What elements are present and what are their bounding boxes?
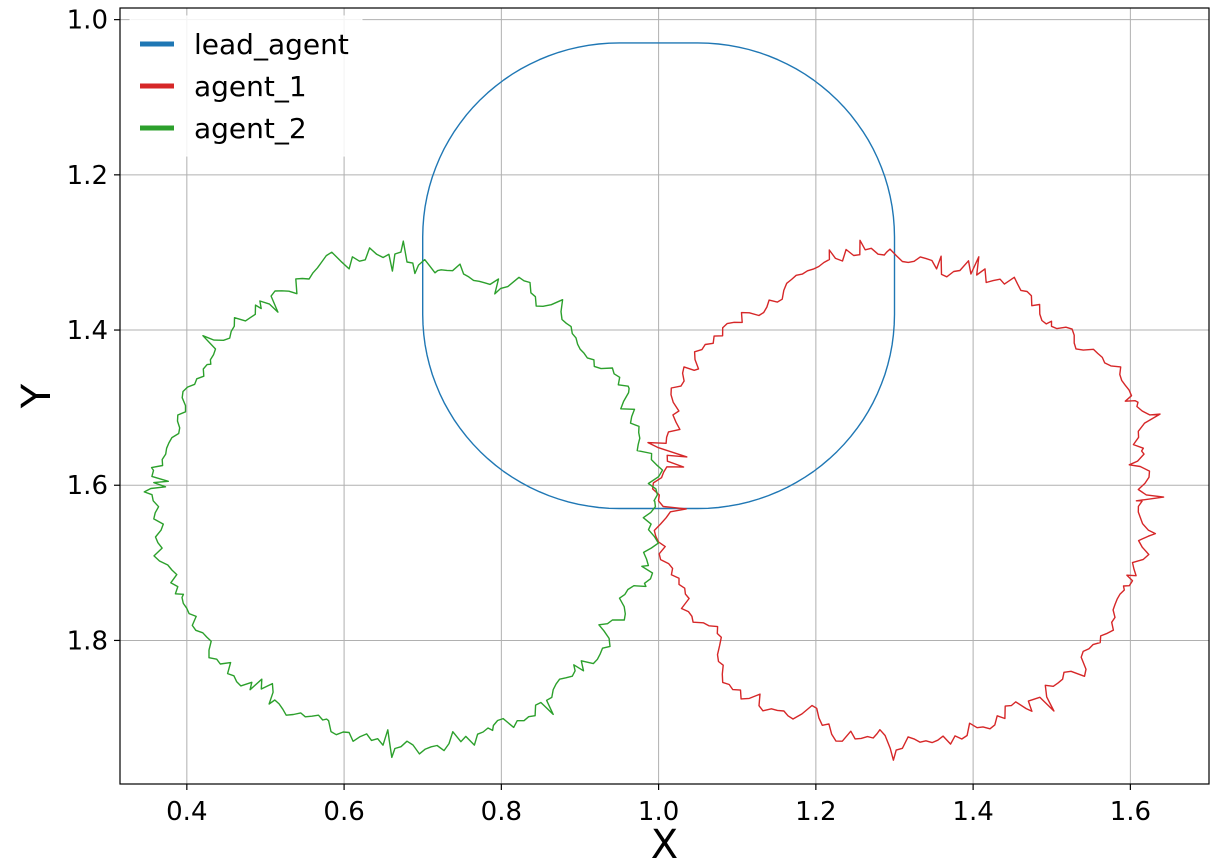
series-line-agent_1 xyxy=(647,239,1165,761)
axis-ticks: 0.4 0.6 0.8 1.0 1.2 1.4 1.6 1.0 1.2 1.4 1.6 1.8 xyxy=(67,6,1151,827)
legend-box xyxy=(129,15,363,157)
series-line-agent_2 xyxy=(143,240,664,759)
legend-label-lead_agent: lead_agent xyxy=(194,28,349,61)
y-tick-label: 1.0 xyxy=(67,6,108,36)
series-lines xyxy=(143,42,1165,761)
x-axis-title: X xyxy=(651,822,678,860)
x-tick-label: 0.8 xyxy=(481,797,522,827)
y-tick-label: 1.6 xyxy=(67,471,108,501)
x-tick-label: 1.2 xyxy=(795,797,836,827)
x-tick-label: 0.6 xyxy=(323,797,364,827)
legend: lead_agent agent_1 agent_2 xyxy=(129,15,363,157)
y-tick-label: 1.2 xyxy=(67,161,108,191)
y-tick-label: 1.4 xyxy=(67,316,108,346)
x-tick-label: 1.0 xyxy=(638,797,679,827)
legend-label-agent_1: agent_1 xyxy=(194,70,307,103)
x-tick-label: 0.4 xyxy=(166,797,207,827)
plot-frame xyxy=(119,7,1210,785)
x-tick-label: 1.6 xyxy=(1110,797,1151,827)
y-axis-title: Y xyxy=(14,383,60,409)
y-tick-label: 1.8 xyxy=(67,626,108,656)
x-tick-label: 1.4 xyxy=(952,797,993,827)
legend-label-agent_2: agent_2 xyxy=(194,112,307,145)
series-line-lead_agent xyxy=(422,42,896,510)
